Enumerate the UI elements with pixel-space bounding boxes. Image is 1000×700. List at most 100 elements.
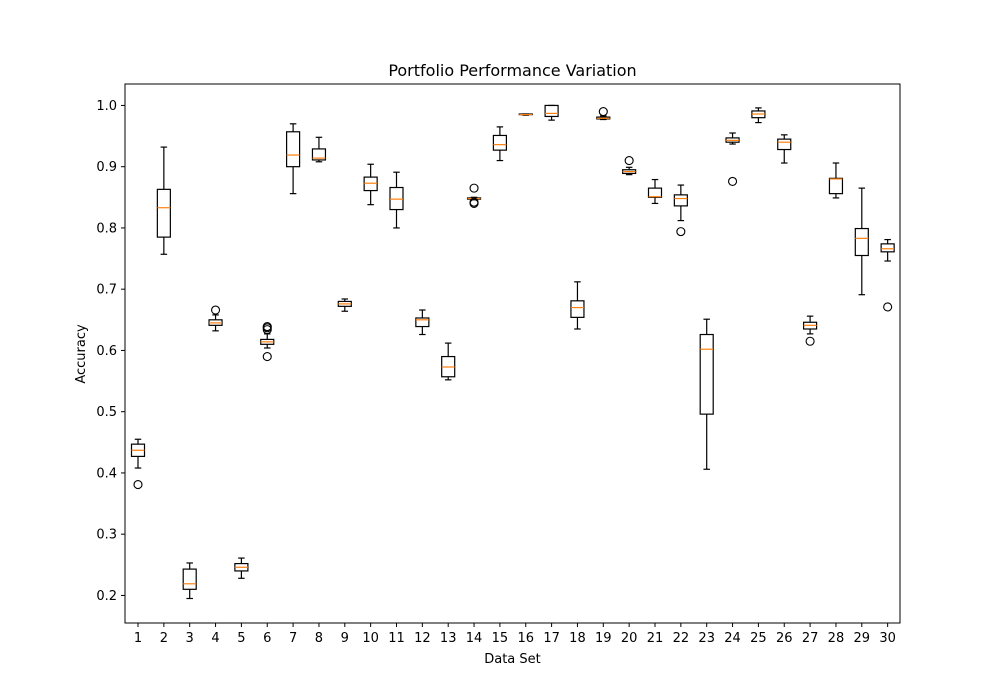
- y-tick-label: 0.6: [96, 344, 117, 359]
- x-tick-label: 9: [341, 631, 349, 646]
- outlier-point: [883, 302, 893, 312]
- box-iqr: [389, 186, 404, 211]
- box-group: [337, 298, 352, 312]
- x-tick-label: 26: [776, 631, 793, 646]
- x-tick-label: 5: [237, 631, 245, 646]
- box-iqr: [880, 243, 895, 253]
- box-group: [725, 132, 740, 186]
- x-tick-label: 16: [517, 631, 534, 646]
- x-tick-label: 3: [186, 631, 194, 646]
- box-group: [441, 342, 456, 381]
- box-group: [286, 123, 301, 195]
- y-tick-label: 0.8: [96, 221, 117, 236]
- x-tick-label: 8: [315, 631, 323, 646]
- outlier-point: [624, 156, 634, 166]
- x-tick-label: 13: [440, 631, 457, 646]
- x-tick-label: 10: [362, 631, 379, 646]
- plot-area-frame: [124, 83, 901, 624]
- box-group: [570, 281, 585, 330]
- box-iqr: [854, 227, 869, 257]
- x-tick-label: 12: [414, 631, 431, 646]
- x-tick-label: 14: [466, 631, 483, 646]
- box-group: [492, 126, 507, 162]
- box-plot-marks: [130, 104, 895, 600]
- x-tick-label: 7: [289, 631, 297, 646]
- y-tick-label: 0.2: [96, 589, 117, 604]
- outlier-point: [598, 107, 608, 117]
- box-iqr: [647, 187, 663, 198]
- box-group: [156, 146, 171, 255]
- box-group: [234, 557, 249, 579]
- outlier-point: [262, 321, 272, 332]
- box-group: [699, 318, 714, 470]
- box-iqr: [777, 138, 792, 151]
- x-axis: 1 2 3 4 5 6 7 8 9 10 11 12 13 14 15 16 17 18 19 20 21 22 23 24 2…: [134, 623, 896, 646]
- box-iqr: [182, 568, 197, 590]
- box-group: [777, 134, 792, 164]
- box-group: [622, 156, 637, 176]
- box-group: [854, 187, 869, 296]
- box-group: [182, 562, 197, 600]
- x-tick-label: 2: [160, 631, 168, 646]
- box-group: [130, 438, 146, 490]
- box-iqr: [156, 188, 171, 238]
- y-tick-label: 0.5: [96, 405, 117, 420]
- box-group: [518, 113, 533, 116]
- box-group: [415, 309, 430, 336]
- box-group: [751, 107, 766, 124]
- x-tick-label: 21: [647, 631, 664, 646]
- x-tick-label: 27: [802, 631, 819, 646]
- outlier-point: [211, 305, 221, 315]
- y-tick-label: 0.7: [96, 283, 117, 298]
- outlier-point: [469, 197, 479, 207]
- x-tick-label: 29: [854, 631, 871, 646]
- x-axis-label: Data Set: [484, 652, 541, 667]
- box-group: [802, 315, 818, 346]
- outlier-point: [676, 227, 686, 237]
- x-tick-label: 24: [724, 631, 741, 646]
- x-tick-label: 1: [134, 631, 142, 646]
- outlier-point: [727, 176, 738, 186]
- box-iqr: [828, 177, 844, 195]
- box-group: [673, 184, 688, 237]
- x-tick-label: 18: [569, 631, 586, 646]
- x-tick-label: 28: [828, 631, 845, 646]
- box-iqr: [570, 300, 585, 318]
- box-group: [208, 305, 223, 332]
- x-tick-label: 30: [879, 631, 896, 646]
- x-tick-label: 4: [211, 631, 219, 646]
- box-iqr: [699, 333, 714, 415]
- box-group: [466, 183, 482, 208]
- box-iqr: [286, 131, 301, 168]
- box-group: [260, 321, 275, 362]
- outlier-point: [262, 352, 272, 362]
- box-iqr: [415, 317, 430, 328]
- outlier-point: [469, 183, 479, 193]
- y-tick-label: 1.0: [96, 99, 117, 114]
- box-group: [647, 178, 663, 205]
- box-group: [363, 163, 378, 206]
- box-group: [311, 136, 327, 163]
- box-group: [596, 107, 611, 121]
- x-tick-label: 25: [750, 631, 767, 646]
- x-tick-label: 15: [492, 631, 509, 646]
- outlier-point: [805, 336, 815, 346]
- x-tick-label: 20: [621, 631, 638, 646]
- y-tick-label: 0.3: [96, 528, 117, 543]
- outlier-point: [133, 480, 143, 490]
- x-tick-label: 6: [263, 631, 271, 646]
- box-group: [544, 104, 559, 121]
- y-tick-label: 0.4: [96, 466, 117, 481]
- box-iqr: [311, 148, 327, 161]
- box-iqr: [492, 134, 507, 151]
- x-tick-label: 23: [698, 631, 715, 646]
- chart-title: Portfolio Performance Variation: [388, 61, 636, 80]
- box-group: [389, 171, 404, 229]
- box-iqr: [673, 194, 688, 207]
- box-iqr: [363, 176, 378, 192]
- x-tick-label: 22: [673, 631, 690, 646]
- box-iqr: [544, 104, 559, 118]
- box-group: [880, 238, 895, 312]
